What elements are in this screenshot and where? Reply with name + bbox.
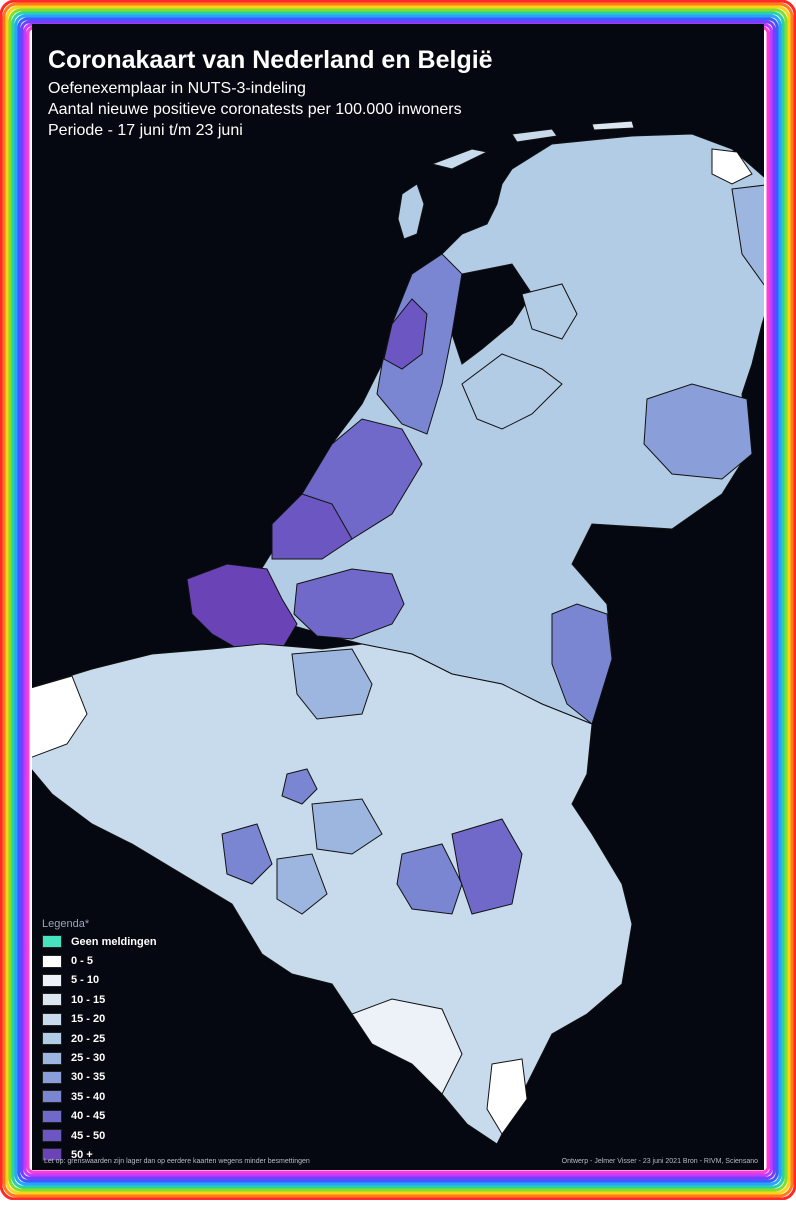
region-twente: [643, 383, 753, 480]
map-panel: Coronakaart van Nederland en België Oefe…: [32, 24, 764, 1170]
legend-swatch: [42, 1051, 62, 1065]
region-nijvel: [311, 798, 383, 855]
region-oost-groningen: [711, 148, 753, 185]
legend-swatch: [42, 1109, 62, 1123]
map-title: Coronakaart van Nederland en België: [48, 46, 493, 74]
benelux-choropleth-map: [32, 120, 764, 1145]
legend-swatch: [42, 1012, 62, 1026]
region-west-noord-brabant: [293, 568, 405, 640]
legend-swatch: [42, 1070, 62, 1084]
legend-label: 10 - 15: [71, 993, 106, 1006]
region-alkmaar: [383, 298, 428, 370]
map-outline-belgium: [32, 643, 633, 1145]
region-markerwaard-noordoostpolder: [521, 283, 578, 340]
legend-swatch: [42, 1129, 62, 1143]
region-noord-limburg: [551, 603, 613, 725]
legend-swatch: [42, 1090, 62, 1104]
legend-label: 0 - 5: [71, 955, 94, 968]
legend-item: Geen meldingen: [42, 932, 157, 951]
region-hoei: [396, 843, 463, 915]
region-delfzijl-eemshaven: [731, 184, 764, 286]
region-antwerpen: [291, 648, 373, 720]
legend-swatch: [42, 935, 62, 949]
region-aarlen: [486, 1058, 528, 1135]
legend-label: 40 - 45: [71, 1110, 106, 1123]
legend-item: 35 - 40: [42, 1087, 157, 1106]
legend-swatch: [42, 973, 62, 987]
region-veurne: [32, 675, 88, 758]
region-aat: [276, 853, 328, 915]
legend-item: 45 - 50: [42, 1126, 157, 1145]
map-legend: Legenda* Geen meldingen 0 - 5 5 - 10 10 - 1…: [42, 918, 157, 1165]
footnote-left: Let op: grenswaarden zijn lager dan op e…: [44, 1158, 310, 1165]
legend-label: 25 - 30: [71, 1052, 106, 1065]
legend-label: 50 +: [71, 1148, 93, 1161]
region-luik: [451, 818, 523, 915]
island-schiermonnikoog: [591, 120, 635, 131]
region-flevoland: [461, 353, 563, 430]
legend-label: 15 - 20: [71, 1013, 106, 1026]
region-brussel: [281, 768, 318, 805]
water-ijsselmeer: [451, 263, 533, 365]
legend-title: Legenda*: [42, 918, 90, 930]
legend-swatch: [42, 1032, 62, 1046]
island-texel: [397, 183, 425, 240]
legend-label: 45 - 50: [71, 1129, 106, 1142]
island-vlieland-terschelling: [430, 148, 489, 170]
legend-item: 25 - 30: [42, 1048, 157, 1067]
subtitle-line-2: Aantal nieuwe positieve coronatests per …: [48, 101, 462, 118]
legend-item: 20 - 25: [42, 1029, 157, 1048]
footnote-right: Ontwerp - Jelmer Visser - 23 juni 2021 B…: [561, 1158, 758, 1165]
legend-swatch: [42, 954, 62, 968]
island-ameland: [511, 128, 558, 143]
legend-item: 50 +: [42, 1145, 157, 1164]
legend-label: 35 - 40: [71, 1090, 106, 1103]
legend-item: 0 - 5: [42, 951, 157, 970]
legend-item: 10 - 15: [42, 990, 157, 1009]
region-dinant-neufchateau: [351, 998, 463, 1095]
legend-label: 20 - 25: [71, 1032, 106, 1045]
legend-swatch: [42, 993, 62, 1007]
region-bergen: [221, 823, 273, 885]
legend-items: Geen meldingen 0 - 5 5 - 10 10 - 15 15 - 20 2…: [42, 932, 157, 1165]
legend-item: 5 - 10: [42, 971, 157, 990]
legend-item: 40 - 45: [42, 1107, 157, 1126]
region-groot-rijnmond: [271, 493, 353, 560]
legend-label: 5 - 10: [71, 974, 100, 987]
legend-item: 30 - 35: [42, 1068, 157, 1087]
legend-label: Geen meldingen: [71, 935, 157, 948]
subtitle-line-1: Oefenexemplaar in NUTS-3-indeling: [48, 80, 306, 97]
subtitle-line-3: Periode - 17 juni t/m 23 juni: [48, 122, 243, 139]
legend-label: 30 - 35: [71, 1071, 106, 1084]
legend-item: 15 - 20: [42, 1010, 157, 1029]
legend-swatch: [42, 1148, 62, 1162]
region-zeeland: [186, 563, 298, 655]
